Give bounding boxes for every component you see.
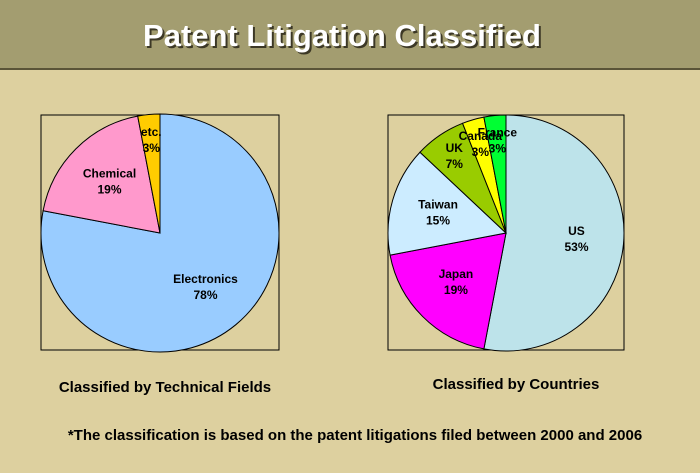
slide: Patent Litigation Classified Patent Liti… — [0, 0, 700, 473]
slice-label: Japan — [439, 267, 474, 281]
slice-value-label: 19% — [444, 283, 468, 297]
slice-value-label: 19% — [97, 183, 121, 197]
slice-value-label: 78% — [193, 288, 217, 302]
slice-value-label: 3% — [472, 145, 490, 159]
slice-label: Chemical — [83, 167, 136, 181]
slice-value-label: 15% — [426, 213, 450, 227]
slice-label: etc. — [141, 125, 162, 139]
slice-label: UK — [446, 141, 464, 155]
slice-value-label: 3% — [489, 142, 507, 156]
slice-value-label: 53% — [564, 240, 588, 254]
slice-value-label: 7% — [446, 157, 464, 171]
slice-value-label: 3% — [143, 141, 161, 155]
chart-caption: Classified by Technical Fields — [59, 379, 271, 396]
slice-label: Electronics — [173, 272, 238, 286]
chart-caption: Classified by Countries — [433, 376, 600, 393]
title: Patent Litigation Classified — [143, 18, 541, 53]
slice-label: Taiwan — [418, 197, 458, 211]
footnote: *The classification is based on the pate… — [68, 427, 642, 444]
slice-label: US — [568, 224, 585, 238]
slice-label: France — [478, 126, 518, 140]
